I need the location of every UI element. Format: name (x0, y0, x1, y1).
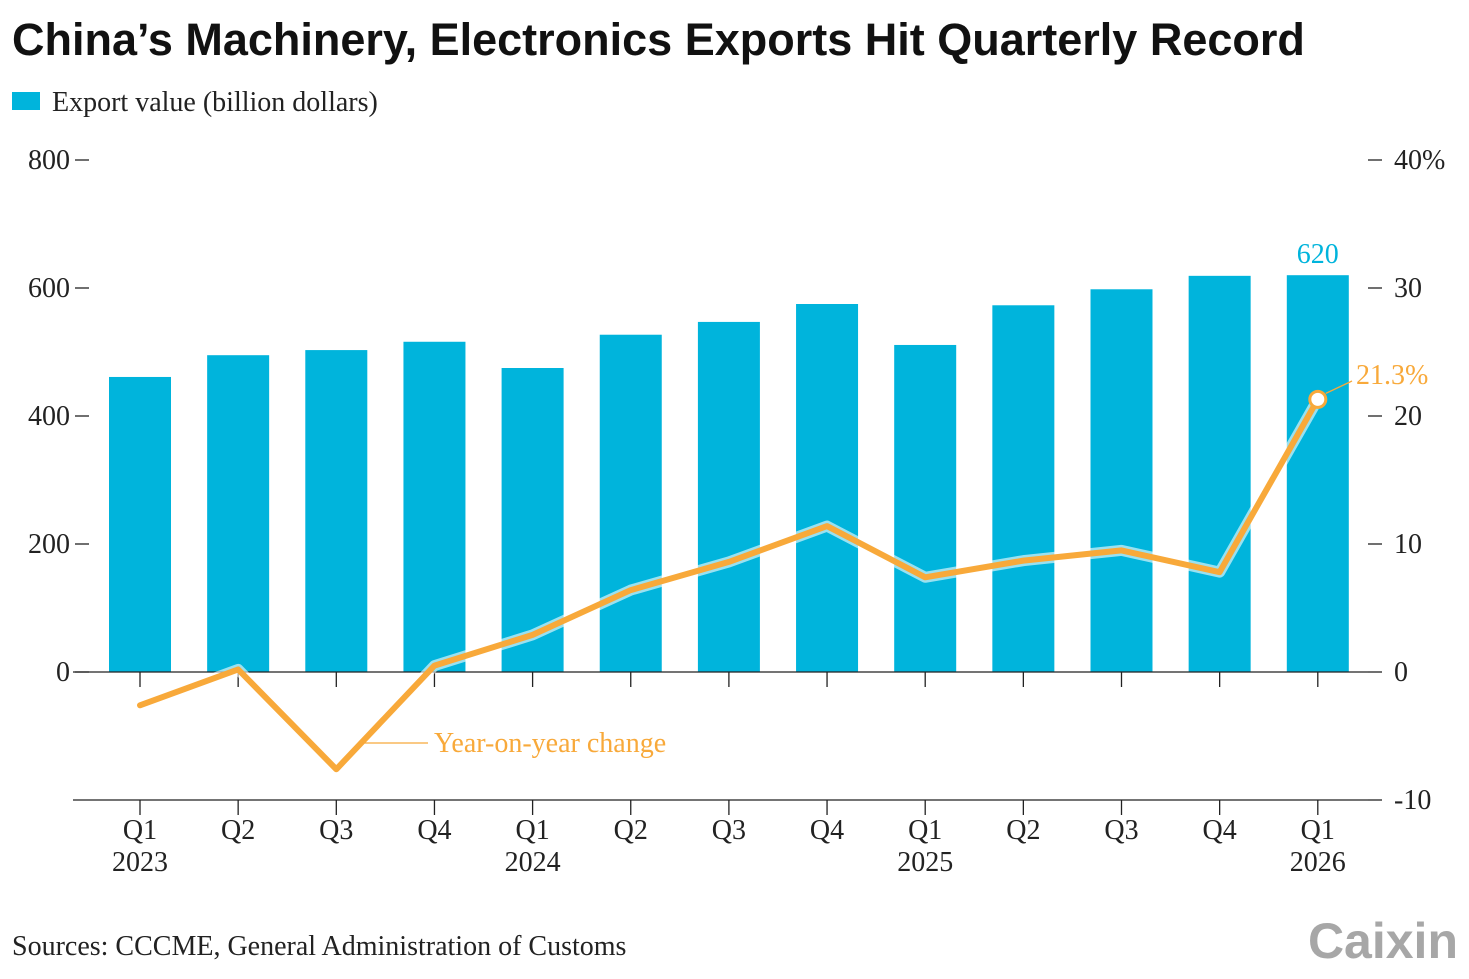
left-tick-label-3: 600 (28, 273, 70, 304)
bar-9 (992, 305, 1055, 672)
x-tick-year-8: 2025 (897, 847, 953, 878)
x-tick-label-9: Q2 (1006, 815, 1040, 846)
bar-6 (697, 321, 760, 672)
legend-swatch (12, 92, 40, 110)
right-tick-label-5: 40% (1394, 145, 1445, 176)
bar-5 (599, 334, 662, 672)
bar-3 (403, 341, 466, 672)
bar-11 (1188, 275, 1251, 672)
x-tick-year-4: 2024 (505, 847, 561, 878)
bar-2 (305, 350, 368, 672)
x-tick-label-8: Q1 (908, 815, 942, 846)
left-tick-label-4: 800 (28, 145, 70, 176)
x-tick-label-2: Q3 (319, 815, 353, 846)
x-tick-year-12: 2026 (1290, 847, 1346, 878)
left-tick-label-0: 0 (56, 657, 70, 688)
x-tick-year-0: 2023 (112, 847, 168, 878)
bar-last-label: 620 (1297, 239, 1339, 270)
left-tick-label-2: 400 (28, 401, 70, 432)
x-tick-label-1: Q2 (221, 815, 255, 846)
bar-12 (1286, 275, 1349, 672)
x-tick-label-7: Q4 (810, 815, 844, 846)
yoy-last-leader (1325, 380, 1353, 394)
right-tick-label-2: 10 (1394, 529, 1422, 560)
chart-title: China’s Machinery, Electronics Exports H… (12, 14, 1305, 65)
bar-10 (1090, 289, 1153, 672)
x-tick-label-6: Q3 (712, 815, 746, 846)
bar-8 (894, 344, 957, 672)
caixin-logo: Caixin (1308, 913, 1458, 969)
x-tick-label-12: Q1 (1301, 815, 1335, 846)
right-tick-label-4: 30 (1394, 273, 1422, 304)
legend-label: Export value (billion dollars) (52, 87, 378, 118)
x-tick-label-5: Q2 (614, 815, 648, 846)
x-tick-label-0: Q1 (123, 815, 157, 846)
yoy-annotation-label: Year-on-year change (434, 728, 666, 759)
bar-0 (109, 376, 171, 672)
left-tick-label-1: 200 (28, 529, 70, 560)
right-tick-label-0: -10 (1394, 785, 1431, 816)
x-tick-label-11: Q4 (1203, 815, 1237, 846)
yoy-line (137, 396, 1321, 773)
right-tick-label-3: 20 (1394, 401, 1422, 432)
x-tick-label-10: Q3 (1104, 815, 1138, 846)
right-tick-label-1: 0 (1394, 657, 1408, 688)
x-tick-label-3: Q4 (417, 815, 451, 846)
yoy-last-point (1308, 389, 1328, 409)
yoy-last-label: 21.3% (1356, 360, 1428, 391)
x-tick-label-4: Q1 (515, 815, 549, 846)
bar-1 (207, 355, 270, 672)
source-note: Sources: CCCME, General Administration o… (12, 931, 626, 962)
bar-7 (796, 304, 859, 672)
